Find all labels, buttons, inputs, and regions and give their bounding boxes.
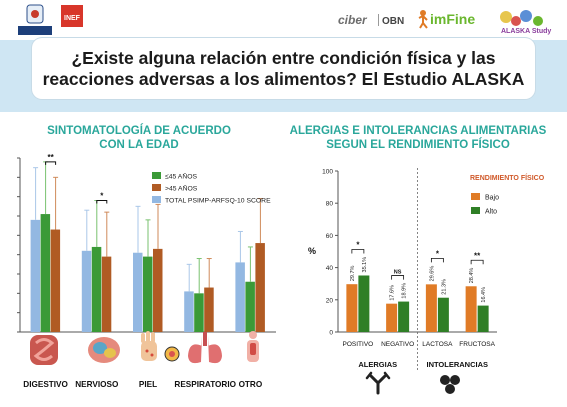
left-chart-title-line1: SINTOMATOLOGÍA DE ACUERDO [47, 125, 231, 137]
alaska-study-logo: ALASKA Study [496, 5, 554, 35]
svg-text:imFine: imFine [430, 11, 475, 27]
alaska-study-icon: ALASKA Study [500, 10, 551, 35]
ciber-logo: ciber OBN [336, 10, 410, 30]
svg-text:ciber: ciber [338, 13, 368, 27]
right-chart-title-line2: SEGUN EL RENDIMIENTO FÍSICO [326, 139, 510, 151]
svg-text:INEF: INEF [64, 15, 81, 22]
left-chart-title: SINTOMATOLOGÍA DE ACUERDO CON LA EDAD [8, 124, 270, 152]
imfine-icon: imFine [418, 10, 475, 29]
svg-text:ALASKA Study: ALASKA Study [501, 28, 551, 35]
ciber-obn-icon: ciber OBN [338, 13, 404, 27]
politecnica-logo [18, 3, 52, 36]
page-title: ¿Existe alguna relación entre condición … [42, 47, 525, 89]
inef-logo: INEF [60, 4, 84, 34]
left-chart-title-line2: CON LA EDAD [99, 139, 179, 151]
title-box: ¿Existe alguna relación entre condición … [32, 38, 535, 99]
imfine-logo: imFine [416, 8, 490, 30]
header-bar: INEF ciber OBN imFine ALASKA Study [0, 0, 567, 40]
right-chart-title-line1: ALERGIAS E INTOLERANCIAS ALIMENTARIAS [289, 125, 547, 137]
right-chart-title: ALERGIAS E INTOLERANCIAS ALIMENTARIAS SE… [276, 124, 560, 152]
svg-text:OBN: OBN [382, 16, 404, 27]
content-panel [0, 112, 567, 407]
inef-icon: INEF [61, 5, 83, 27]
university-crest-icon [18, 4, 52, 35]
